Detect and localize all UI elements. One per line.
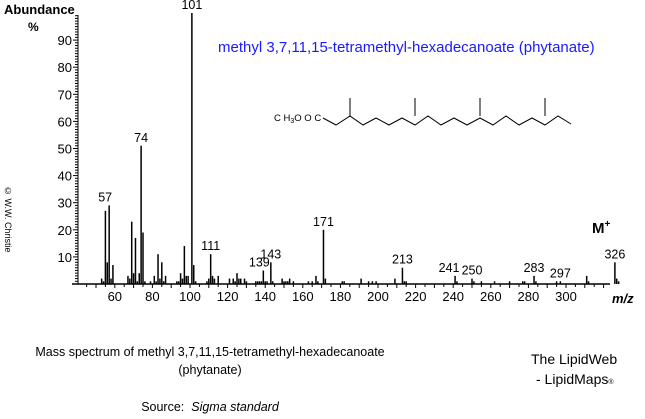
peak-label: 171 <box>313 215 334 229</box>
copyright-notice: © W.W. Christie <box>3 186 13 253</box>
peak-label: 213 <box>392 253 413 267</box>
peak-label: 326 <box>604 247 625 261</box>
x-tick-label: 80 <box>145 289 159 304</box>
brand-block: The LipidWeb - LipidMaps® <box>520 349 645 393</box>
y-tick-label: 60 <box>58 114 72 129</box>
x-tick-label: 120 <box>217 289 239 304</box>
y-tick-label: 10 <box>58 250 72 265</box>
x-tick-label: 260 <box>480 289 502 304</box>
y-tick-label: 30 <box>58 196 72 211</box>
brand-lipidmaps: - LipidMaps® <box>520 369 645 393</box>
y-tick-label: 50 <box>58 142 72 157</box>
x-tick-label: 220 <box>405 289 427 304</box>
peak-label: 74 <box>134 131 148 145</box>
x-tick-label: 240 <box>442 289 464 304</box>
spectrum-peaks <box>100 13 620 284</box>
x-tick-label: 160 <box>292 289 314 304</box>
peak-label: 57 <box>98 190 112 204</box>
x-tick-label: 300 <box>555 289 577 304</box>
peak-label: 139 <box>249 255 270 269</box>
y-tick-label: 40 <box>58 169 72 184</box>
y-axis-unit: % <box>28 20 39 34</box>
x-tick-label: 100 <box>179 289 201 304</box>
x-tick-label: 180 <box>330 289 352 304</box>
x-axis: 60 80 100 120 140 160 180 200 220 240 260 280 300 <box>72 283 610 304</box>
caption-line-1: Mass spectrum of methyl 3,7,11,15-tetram… <box>35 345 385 359</box>
peak-label: 111 <box>201 239 220 253</box>
figure-caption: Mass spectrum of methyl 3,7,11,15-tetram… <box>0 343 420 379</box>
y-tick-label: 20 <box>58 223 72 238</box>
peak-label: 101 <box>181 0 202 12</box>
x-tick-label: 60 <box>108 289 122 304</box>
molecular-ion-label: M+ <box>592 219 610 237</box>
source-label: Source: <box>141 400 185 414</box>
molecular-ion-symbol: M <box>592 220 605 237</box>
y-tick-label: 90 <box>58 33 72 48</box>
structure-prefix: C H3O O C <box>274 113 321 125</box>
peak-label: 143 <box>260 247 281 261</box>
x-tick-label: 200 <box>367 289 389 304</box>
peak-label: 297 <box>550 266 571 280</box>
y-axis-title: Abundance <box>4 2 75 17</box>
x-axis-title: m/z <box>612 291 634 306</box>
source-line: Source: Sigma standard <box>0 400 420 414</box>
brand-lipidweb: The LipidWeb <box>531 351 618 367</box>
compound-title: methyl 3,7,11,15-tetramethyl-hexadecanoa… <box>218 39 595 56</box>
molecular-ion-charge: + <box>604 219 611 230</box>
y-axis: 10 20 30 40 50 60 70 80 90 <box>58 15 79 284</box>
mass-spectrum-chart: 10 20 30 40 50 60 70 80 90 60 80 100 120 140 160 180 20… <box>58 0 626 304</box>
x-tick-label: 140 <box>254 289 276 304</box>
peak-label: 283 <box>524 261 545 275</box>
caption-line-2: (phytanate) <box>178 363 242 377</box>
chemical-structure: C H3O O C <box>274 98 572 126</box>
x-tick-label: 280 <box>518 289 540 304</box>
y-tick-label: 70 <box>58 87 72 102</box>
y-tick-label: 80 <box>58 60 72 75</box>
peak-label: 241 <box>439 261 460 275</box>
brand-lipidmaps-text: - LipidMaps <box>536 371 609 387</box>
peak-label: 250 <box>462 264 483 278</box>
registered-icon: ® <box>608 379 614 386</box>
source-value: Sigma standard <box>191 400 279 414</box>
